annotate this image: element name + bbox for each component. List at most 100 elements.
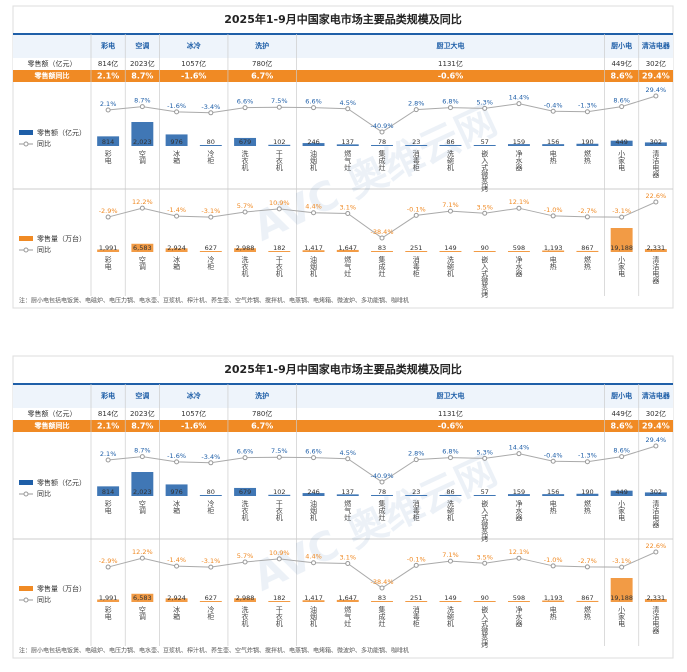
bar-label: 156 <box>547 138 559 146</box>
bar <box>199 145 222 146</box>
bar <box>131 472 154 496</box>
bar <box>131 243 154 252</box>
yoy-point <box>550 563 556 569</box>
legend-dot <box>23 247 29 253</box>
bar <box>302 250 325 252</box>
bar-label: 90 <box>481 594 489 602</box>
bar-label: 1,991 <box>99 594 118 602</box>
yoy-label: -38.4% <box>371 578 394 586</box>
bar <box>234 248 257 252</box>
infographic-panel: 2025年1-9月中国家电市场主要品类规模及同比零售额（亿元）零售额同比彩电81… <box>12 5 674 309</box>
bar-label: 1,647 <box>338 594 357 602</box>
category-label: 消毒柜 <box>412 605 420 628</box>
legend-dot <box>23 597 29 603</box>
bar <box>234 598 257 602</box>
group-yoy: 2.1% <box>97 422 119 431</box>
yoy-point <box>413 562 419 568</box>
group-sales: 449亿 <box>611 59 631 68</box>
group-sales: 302亿 <box>646 409 666 418</box>
category-label: 电热 <box>549 149 557 165</box>
group-name: 清洁电器 <box>642 41 671 50</box>
bar <box>507 251 530 252</box>
bar <box>610 490 633 496</box>
category-label: 空调 <box>138 499 146 515</box>
category-label: 集成灶 <box>378 149 386 172</box>
yoy-label: 6.8% <box>442 448 459 456</box>
row-white <box>13 408 673 420</box>
yoy-point <box>242 559 248 565</box>
category-label: 空调 <box>138 255 146 271</box>
yoy-point <box>311 105 317 111</box>
yoy-point <box>379 235 385 241</box>
yoy-point <box>447 558 453 564</box>
bar <box>610 228 633 252</box>
bar <box>542 494 565 496</box>
bar <box>97 136 120 146</box>
row-label: 零售额（亿元） <box>28 59 77 68</box>
group-sales: 780亿 <box>252 59 272 68</box>
category-label: 清洁电器 <box>652 255 660 285</box>
yoy-point <box>208 110 214 116</box>
yoy-label: -0.4% <box>544 101 563 109</box>
legend-label: 同比 <box>37 139 51 148</box>
bar-label: 976 <box>170 138 182 146</box>
category-label: 燃气灶 <box>344 605 352 628</box>
yoy-point <box>139 205 145 211</box>
legend-label: 同比 <box>37 245 51 254</box>
bar-label: 2,331 <box>647 244 666 252</box>
yoy-label: 5.3% <box>476 98 493 106</box>
bar-label: 6,583 <box>133 594 152 602</box>
bar <box>131 122 154 146</box>
yoy-label: 6.6% <box>237 448 254 456</box>
bar-label: 814 <box>102 488 114 496</box>
bar-label: 80 <box>207 138 215 146</box>
bar <box>302 143 325 146</box>
group-sales: 814亿 <box>98 59 118 68</box>
category-label: 清洁电器 <box>652 499 660 529</box>
bar-label: 2,331 <box>647 594 666 602</box>
category-label: 油烟机 <box>310 149 318 172</box>
bar-label: 190 <box>581 488 593 496</box>
bar-label: 182 <box>273 594 285 602</box>
group-yoy: 8.6% <box>611 422 633 431</box>
yoy-point <box>447 208 453 214</box>
yoy-point <box>208 214 214 220</box>
legend-swatch <box>19 130 33 135</box>
bar-label: 1,991 <box>99 244 118 252</box>
yoy-label: -3.4% <box>201 103 220 111</box>
row-label: 零售额同比 <box>34 421 70 430</box>
bar-label: 57 <box>481 488 489 496</box>
category-label: 净水器 <box>515 499 523 522</box>
category-label: 净水器 <box>515 255 523 278</box>
yoy-label: 3.5% <box>476 203 493 211</box>
yoy-label: 10.9% <box>269 549 290 557</box>
yoy-label: -3.1% <box>201 207 220 215</box>
yoy-label: -38.4% <box>371 228 394 236</box>
group-name: 厨卫大电 <box>436 41 464 50</box>
row-label: 零售额（亿元） <box>28 409 77 418</box>
yoy-label: -1.4% <box>167 556 186 564</box>
category-label: 油烟机 <box>310 255 318 278</box>
legend-label: 同比 <box>37 595 51 604</box>
category-label: 集成灶 <box>378 499 386 522</box>
yoy-point <box>345 211 351 217</box>
bar <box>199 251 222 252</box>
yoy-point <box>311 210 317 216</box>
group-sales: 2023亿 <box>130 59 155 68</box>
yoy-label: 4.4% <box>305 203 322 211</box>
yoy-point <box>413 212 419 218</box>
category-label: 彩电 <box>104 605 112 620</box>
bar <box>97 599 120 602</box>
category-label: 电热 <box>549 605 557 621</box>
group-name: 冰冷 <box>187 41 201 50</box>
category-label: 冷柜 <box>207 149 215 165</box>
group-name: 厨卫大电 <box>436 391 464 400</box>
yoy-label: 4.4% <box>305 553 322 561</box>
bar <box>473 145 496 146</box>
yoy-label: 6.6% <box>305 448 322 456</box>
row-orange <box>13 420 673 432</box>
yoy-label: 12.1% <box>509 198 530 206</box>
category-label: 集成灶 <box>378 605 386 628</box>
bar <box>165 248 188 252</box>
yoy-label: 2.1% <box>100 100 117 108</box>
